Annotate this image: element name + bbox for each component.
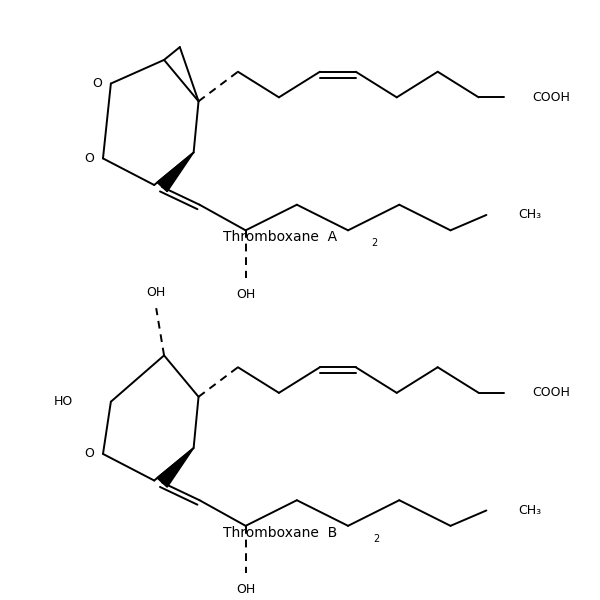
Text: OH: OH xyxy=(146,286,166,299)
Text: COOH: COOH xyxy=(532,386,570,400)
Text: OH: OH xyxy=(236,288,255,301)
Polygon shape xyxy=(157,152,194,191)
Text: CH₃: CH₃ xyxy=(518,208,541,221)
Text: O: O xyxy=(84,448,94,460)
Text: 2: 2 xyxy=(371,238,377,248)
Text: CH₃: CH₃ xyxy=(518,504,541,517)
Text: OH: OH xyxy=(236,583,255,596)
Text: O: O xyxy=(84,152,94,165)
Text: 2: 2 xyxy=(374,533,380,544)
Text: COOH: COOH xyxy=(532,91,570,104)
Text: HO: HO xyxy=(54,395,73,408)
Text: Thromboxane  A: Thromboxane A xyxy=(223,230,337,244)
Polygon shape xyxy=(157,448,194,487)
Text: Thromboxane  B: Thromboxane B xyxy=(223,526,337,540)
Text: O: O xyxy=(92,77,102,90)
